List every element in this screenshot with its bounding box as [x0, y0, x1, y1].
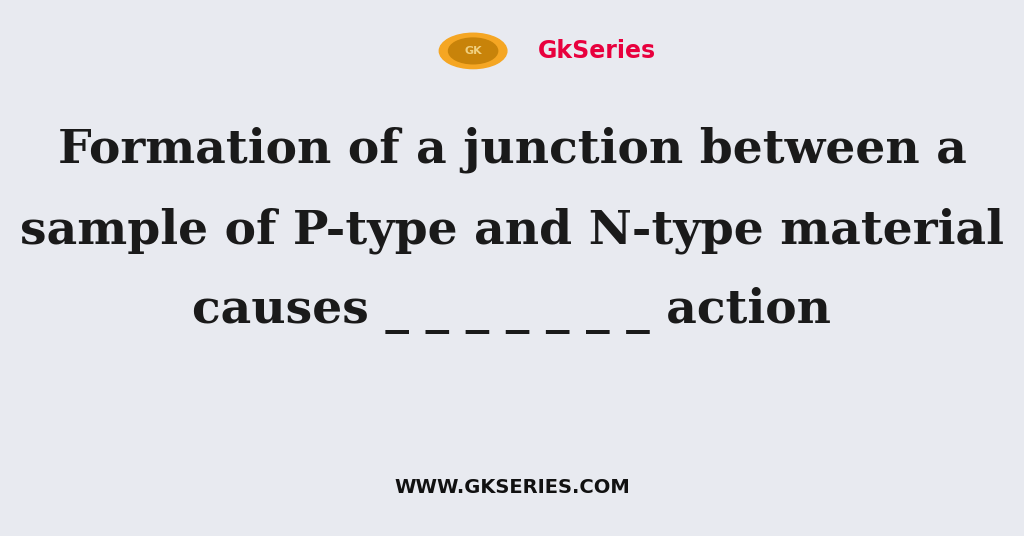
Text: causes _ _ _ _ _ _ _ action: causes _ _ _ _ _ _ _ action: [193, 287, 831, 334]
Circle shape: [439, 33, 507, 69]
Circle shape: [449, 38, 498, 64]
Text: GkSeries: GkSeries: [538, 39, 655, 63]
Text: sample of P-type and N-type material: sample of P-type and N-type material: [20, 207, 1004, 254]
Text: WWW.GKSERIES.COM: WWW.GKSERIES.COM: [394, 478, 630, 497]
Text: Formation of a junction between a: Formation of a junction between a: [57, 127, 967, 173]
Text: GK: GK: [464, 46, 482, 56]
